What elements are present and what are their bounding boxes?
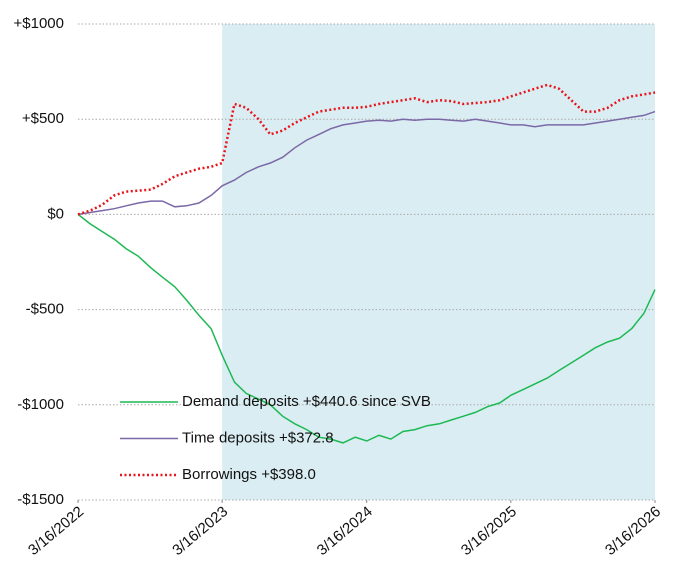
y-tick-label: -$500 [26,301,64,318]
x-tick-label: 3/16/2025 [458,503,520,559]
series-line [77,83,656,216]
legend-label: Time deposits +$372.8 [182,429,334,446]
highlight-band [222,24,656,500]
x-tick-label: 3/16/2024 [314,503,376,559]
legend-label: Demand deposits +$440.6 since SVB [182,393,431,410]
legend-label: Borrowings +$398.0 [182,466,316,483]
y-tick-label: -$1000 [17,396,64,413]
y-tick-label: +$500 [22,110,64,127]
x-tick-label: 3/16/2022 [25,503,87,559]
y-tick-label: $0 [47,205,64,222]
x-tick-label: 3/16/2026 [602,503,664,559]
y-tick-label: +$1000 [14,15,64,32]
series-line [77,110,656,216]
x-tick-label: 3/16/2023 [169,503,231,559]
series-line [77,213,656,444]
y-tick-label: -$1500 [17,491,64,508]
